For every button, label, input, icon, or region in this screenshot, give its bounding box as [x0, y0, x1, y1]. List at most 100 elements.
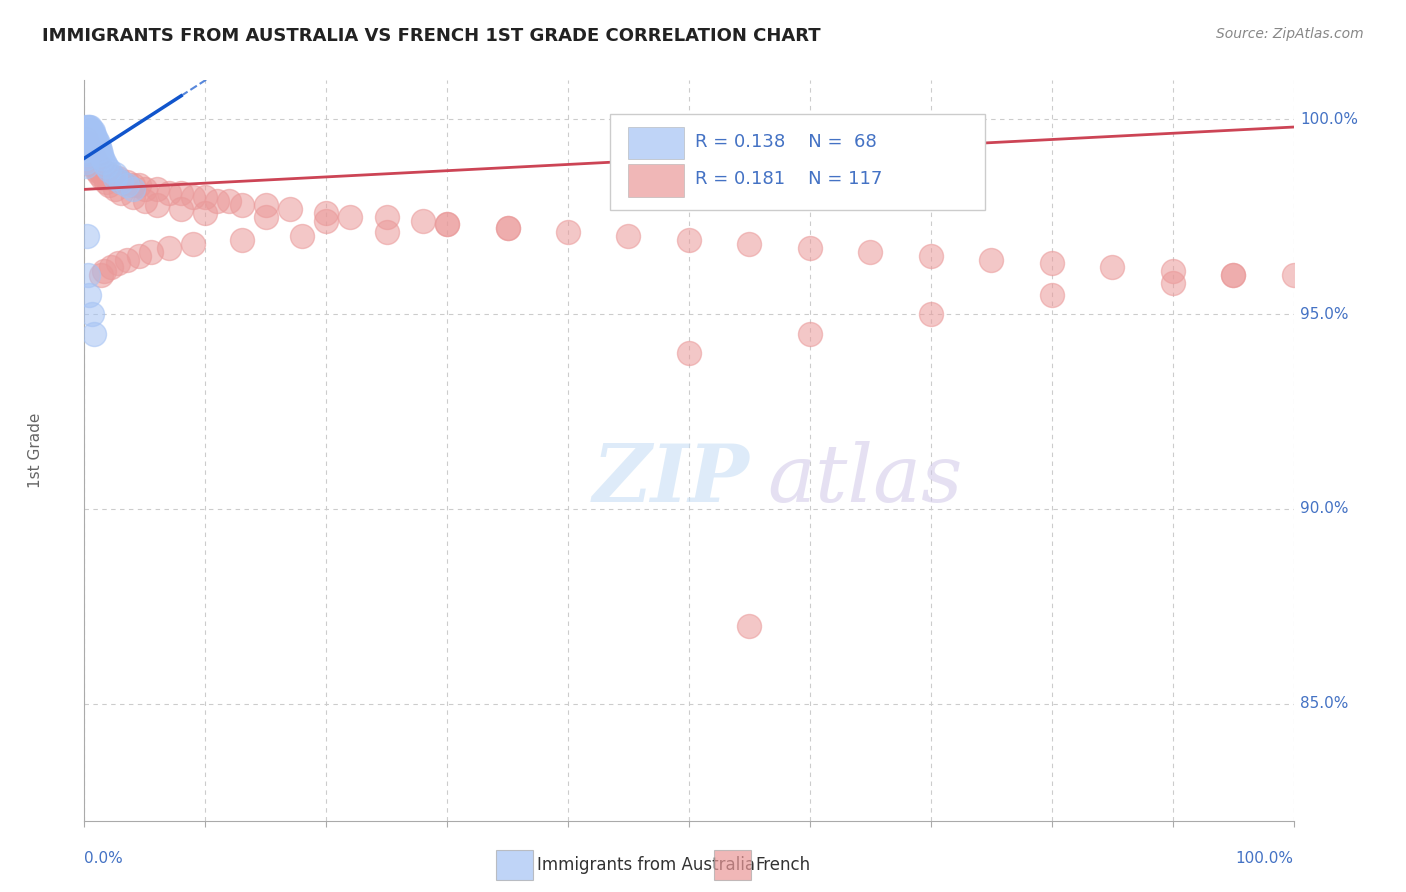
Point [146, 198, 169, 212]
Point [87, 167, 110, 181]
Point [496, 221, 519, 235]
Point [87, 139, 110, 153]
Point [194, 206, 217, 220]
Point [79, 136, 101, 150]
Text: R = 0.138    N =  68: R = 0.138 N = 68 [695, 133, 877, 151]
Point [84, 159, 107, 173]
Point [82, 151, 104, 165]
Text: 90.0%: 90.0% [1301, 501, 1348, 516]
Point [75, 132, 97, 146]
Point [77, 124, 100, 138]
Point [91, 151, 114, 165]
Point [82, 128, 104, 142]
Point [75, 144, 97, 158]
Point [87, 159, 110, 173]
Point [93, 155, 115, 169]
Point [170, 202, 193, 216]
Point [76, 139, 98, 153]
Point [412, 213, 434, 227]
Point [80, 155, 103, 169]
Point [80, 307, 103, 321]
Point [315, 206, 337, 220]
Point [194, 190, 217, 204]
Point [77, 144, 100, 158]
Point [76, 139, 98, 153]
Point [1222, 268, 1244, 282]
Point [80, 132, 103, 146]
Point [1101, 260, 1123, 275]
Point [678, 233, 700, 247]
Point [86, 139, 108, 153]
Point [617, 229, 640, 244]
Point [738, 236, 761, 251]
Point [79, 151, 101, 165]
Point [231, 198, 253, 212]
Point [77, 132, 100, 146]
Point [920, 307, 942, 321]
Point [104, 167, 127, 181]
Point [436, 218, 458, 232]
Point [91, 167, 114, 181]
Point [76, 144, 98, 158]
Text: 95.0%: 95.0% [1301, 307, 1348, 322]
Point [157, 241, 180, 255]
Point [110, 186, 132, 201]
Point [76, 151, 98, 165]
Point [75, 136, 97, 150]
Point [79, 124, 101, 138]
Point [100, 170, 122, 185]
Point [139, 244, 162, 259]
Point [80, 147, 103, 161]
Point [231, 233, 253, 247]
Point [83, 155, 105, 169]
Point [77, 128, 100, 142]
Point [79, 144, 101, 158]
Point [254, 210, 277, 224]
Point [339, 210, 361, 224]
Point [77, 151, 100, 165]
Point [93, 264, 115, 278]
Point [75, 151, 97, 165]
Point [77, 128, 100, 142]
Point [146, 182, 169, 196]
Text: 1st Grade: 1st Grade [28, 413, 44, 488]
Point [121, 182, 143, 196]
Point [557, 225, 579, 239]
Point [254, 198, 277, 212]
Point [80, 136, 103, 150]
Point [104, 182, 127, 196]
Point [76, 136, 98, 150]
Text: Immigrants from Australia: Immigrants from Australia [537, 856, 755, 874]
Point [278, 202, 301, 216]
Point [75, 151, 97, 165]
Point [77, 287, 100, 301]
Point [799, 241, 821, 255]
Point [77, 147, 100, 161]
Point [128, 249, 150, 263]
Text: 100.0%: 100.0% [1236, 851, 1294, 866]
Point [83, 159, 105, 173]
Point [79, 147, 101, 161]
Point [90, 147, 112, 161]
Point [80, 124, 103, 138]
Point [115, 252, 138, 267]
Point [86, 136, 108, 150]
Point [91, 162, 114, 177]
Point [76, 147, 98, 161]
Point [77, 124, 100, 138]
Point [170, 186, 193, 201]
Point [157, 186, 180, 201]
Point [75, 136, 97, 150]
Text: atlas: atlas [768, 442, 963, 519]
Point [94, 175, 117, 189]
Point [77, 120, 100, 134]
Point [82, 155, 104, 169]
Point [110, 175, 132, 189]
Point [89, 144, 111, 158]
Point [77, 139, 100, 153]
FancyBboxPatch shape [610, 113, 986, 210]
Point [83, 136, 105, 150]
Point [83, 326, 105, 341]
Text: IMMIGRANTS FROM AUSTRALIA VS FRENCH 1ST GRADE CORRELATION CHART: IMMIGRANTS FROM AUSTRALIA VS FRENCH 1ST … [42, 27, 821, 45]
Point [75, 159, 97, 173]
